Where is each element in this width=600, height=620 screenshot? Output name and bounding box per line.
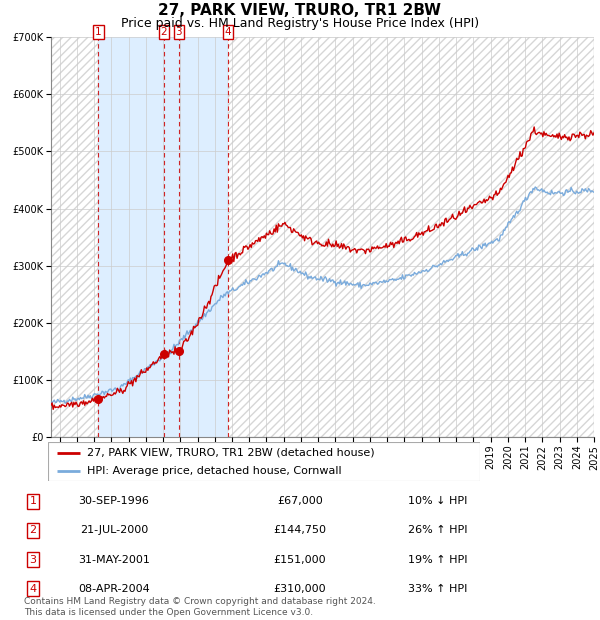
Text: 3: 3 xyxy=(29,554,37,565)
Text: £310,000: £310,000 xyxy=(274,583,326,594)
Text: 21-JUL-2000: 21-JUL-2000 xyxy=(80,525,148,536)
Text: 31-MAY-2001: 31-MAY-2001 xyxy=(78,554,150,565)
Text: 26% ↑ HPI: 26% ↑ HPI xyxy=(408,525,468,536)
Text: 10% ↓ HPI: 10% ↓ HPI xyxy=(409,496,467,507)
Bar xyxy=(98,37,228,437)
Bar xyxy=(51,37,98,437)
Text: 3: 3 xyxy=(175,27,182,37)
Text: Price paid vs. HM Land Registry's House Price Index (HPI): Price paid vs. HM Land Registry's House … xyxy=(121,17,479,30)
Text: £67,000: £67,000 xyxy=(277,496,323,507)
Text: 2: 2 xyxy=(29,525,37,536)
Text: 2: 2 xyxy=(161,27,167,37)
Bar xyxy=(228,37,594,437)
Text: £151,000: £151,000 xyxy=(274,554,326,565)
Bar xyxy=(228,37,594,437)
Text: 30-SEP-1996: 30-SEP-1996 xyxy=(79,496,149,507)
Text: 1: 1 xyxy=(29,496,37,507)
Text: 1: 1 xyxy=(95,27,101,37)
Text: Contains HM Land Registry data © Crown copyright and database right 2024.
This d: Contains HM Land Registry data © Crown c… xyxy=(24,598,376,617)
FancyBboxPatch shape xyxy=(48,442,480,481)
Text: 4: 4 xyxy=(29,583,37,594)
Text: 4: 4 xyxy=(225,27,232,37)
Text: 27, PARK VIEW, TRURO, TR1 2BW (detached house): 27, PARK VIEW, TRURO, TR1 2BW (detached … xyxy=(87,448,374,458)
Text: 27, PARK VIEW, TRURO, TR1 2BW: 27, PARK VIEW, TRURO, TR1 2BW xyxy=(158,3,442,18)
Text: HPI: Average price, detached house, Cornwall: HPI: Average price, detached house, Corn… xyxy=(87,466,341,476)
Text: £144,750: £144,750 xyxy=(274,525,326,536)
Text: 33% ↑ HPI: 33% ↑ HPI xyxy=(409,583,467,594)
Text: 08-APR-2004: 08-APR-2004 xyxy=(78,583,150,594)
Text: 19% ↑ HPI: 19% ↑ HPI xyxy=(408,554,468,565)
Bar xyxy=(51,37,98,437)
